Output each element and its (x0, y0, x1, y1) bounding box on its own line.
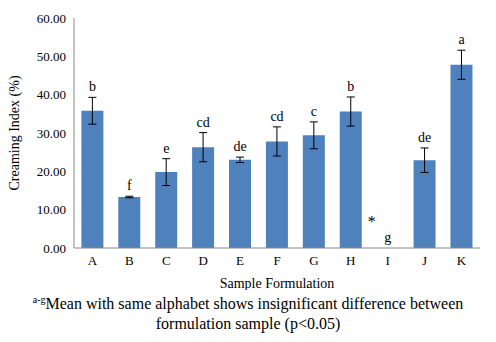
svg-text:B: B (125, 253, 134, 268)
svg-text:*: * (368, 213, 376, 230)
svg-text:A: A (88, 253, 98, 268)
svg-text:20.00: 20.00 (37, 164, 66, 179)
svg-text:C: C (162, 253, 171, 268)
svg-text:I: I (386, 253, 390, 268)
svg-text:H: H (346, 253, 355, 268)
svg-text:K: K (457, 253, 467, 268)
svg-text:f: f (127, 178, 132, 193)
svg-text:cd: cd (197, 115, 210, 130)
svg-text:40.00: 40.00 (37, 87, 66, 102)
svg-text:J: J (422, 253, 427, 268)
svg-text:b: b (89, 79, 96, 94)
svg-text:50.00: 50.00 (37, 49, 66, 64)
svg-text:60.00: 60.00 (37, 11, 66, 26)
svg-text:Creaming Index (%): Creaming Index (%) (8, 75, 23, 190)
svg-text:F: F (273, 253, 280, 268)
svg-text:de: de (233, 139, 246, 154)
svg-text:c: c (311, 104, 317, 119)
svg-text:D: D (198, 253, 207, 268)
svg-text:e: e (163, 141, 169, 156)
html-text:a-gMean with same alphabet sho: a-gMean with same alphabet shows insigni… (32, 294, 464, 333)
svg-text:de: de (418, 130, 431, 145)
svg-text:b: b (347, 79, 354, 94)
svg-text:E: E (236, 253, 244, 268)
svg-text:Sample Formulation: Sample Formulation (220, 276, 335, 290)
svg-text:G: G (309, 253, 318, 268)
svg-text:0.00: 0.00 (43, 241, 66, 256)
svg-text:30.00: 30.00 (37, 126, 66, 141)
svg-text:10.00: 10.00 (37, 202, 66, 217)
svg-text:cd: cd (270, 109, 283, 124)
svg-text:g: g (384, 230, 391, 245)
svg-text:a: a (458, 32, 465, 47)
